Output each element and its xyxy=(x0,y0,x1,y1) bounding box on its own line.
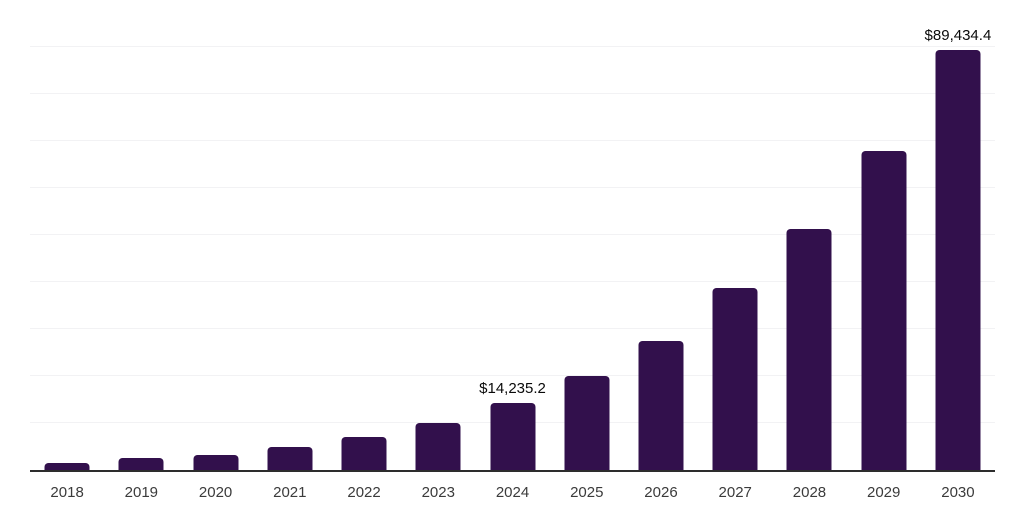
gridline-60000 xyxy=(30,187,995,188)
bar-2024 xyxy=(490,403,536,470)
bar-slot-2018 xyxy=(30,0,104,470)
x-tick-label-2018: 2018 xyxy=(50,484,84,501)
x-tick-label-2021: 2021 xyxy=(273,484,307,501)
bar-2026 xyxy=(638,341,684,470)
bar-2023 xyxy=(415,422,461,470)
bar-slot-2022 xyxy=(327,0,401,470)
bar-slots: $14,235.2 $89,434.4 xyxy=(30,0,995,470)
x-tick-label-2023: 2023 xyxy=(421,484,455,501)
x-tick-label-2019: 2019 xyxy=(124,484,159,501)
bar-slot-2019 xyxy=(104,0,178,470)
bar-2028 xyxy=(786,229,832,470)
x-axis-labels: 2018 2019 2020 2021 2022 2023 2024 2025 2026 2027… xyxy=(30,485,995,501)
x-axis-line xyxy=(30,470,995,472)
bar-slot-2021 xyxy=(253,0,327,470)
gridline-20000 xyxy=(30,375,995,376)
bar-slot-2028 xyxy=(772,0,846,470)
bar-slot-2029 xyxy=(847,0,921,470)
gridline-50000 xyxy=(30,234,995,235)
bar-slot-2025 xyxy=(550,0,624,470)
bar-2027 xyxy=(712,287,758,470)
bar-2020 xyxy=(193,454,239,470)
x-tick-label-2024: 2024 xyxy=(495,484,530,501)
bar-2022 xyxy=(341,437,387,470)
bar-slot-2023 xyxy=(401,0,475,470)
bar-slot-2026 xyxy=(624,0,698,470)
x-tick-label-2027: 2027 xyxy=(718,484,752,501)
bar-value-label-2024: $14,235.2 xyxy=(479,380,546,398)
bar-slot-2027 xyxy=(698,0,772,470)
x-tick-label-2025: 2025 xyxy=(570,484,604,501)
gridline-70000 xyxy=(30,140,995,141)
gridline-80000 xyxy=(30,93,995,94)
bar-slot-2020 xyxy=(178,0,252,470)
x-tick-label-2026: 2026 xyxy=(644,484,678,501)
x-tick-label-2022: 2022 xyxy=(347,484,381,501)
plot-area: $14,235.2 $89,434.4 xyxy=(30,0,995,470)
gridline-30000 xyxy=(30,328,995,329)
bar-2018 xyxy=(44,462,90,470)
gridline-90000 xyxy=(30,46,995,47)
x-tick-label-2030: 2030 xyxy=(941,484,975,501)
bar-slot-2030: $89,434.4 xyxy=(921,0,995,470)
bar-2025 xyxy=(564,376,610,470)
bar-2021 xyxy=(267,447,313,470)
gridline-40000 xyxy=(30,281,995,282)
bar-2019 xyxy=(118,458,164,470)
x-tick-label-2028: 2028 xyxy=(792,484,827,501)
x-tick-label-2029: 2029 xyxy=(867,484,901,501)
bar-2030 xyxy=(935,49,981,470)
bar-slot-2024: $14,235.2 xyxy=(475,0,549,470)
bar-value-label-2030: $89,434.4 xyxy=(924,26,992,44)
x-tick-label-2020: 2020 xyxy=(198,484,233,501)
bar-2029 xyxy=(861,151,907,470)
